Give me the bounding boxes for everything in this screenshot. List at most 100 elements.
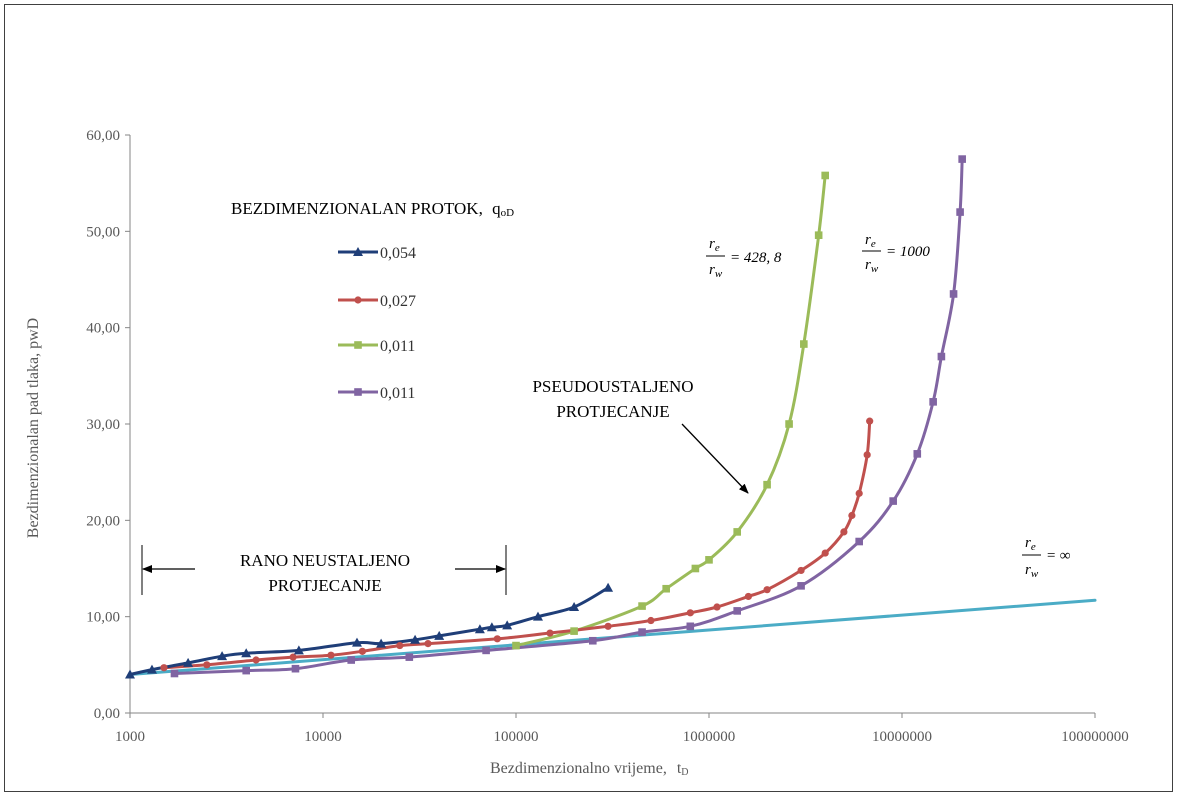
- data-point-series-2: [705, 556, 713, 564]
- data-point-series-3: [956, 208, 964, 216]
- svg-text:= 428, 8: = 428, 8: [730, 250, 782, 266]
- data-point-series-0: [146, 664, 157, 674]
- data-point-series-3: [242, 666, 250, 675]
- data-point-series-0: [241, 648, 252, 658]
- data-point-series-0: [486, 622, 497, 632]
- series-markers: [125, 155, 966, 679]
- data-point-series-0: [293, 645, 304, 655]
- data-point-series-3: [889, 497, 897, 505]
- data-point-series-1: [821, 549, 829, 557]
- svg-text:= ∞: = ∞: [1046, 548, 1071, 564]
- y-axis-label: Bezdimenzionalan pad tlaka, pwD: [25, 318, 42, 538]
- data-point-series-3: [733, 607, 742, 615]
- data-point-series-0: [410, 634, 421, 644]
- data-point-series-2: [763, 480, 771, 489]
- data-point-series-1: [840, 528, 848, 536]
- pseudo-label-line1: PSEUDOUSTALJENO: [532, 377, 693, 396]
- data-point-series-0: [217, 651, 228, 661]
- data-point-series-1: [160, 664, 168, 672]
- data-point-series-3: [638, 628, 646, 636]
- data-point-series-1: [424, 640, 432, 648]
- data-point-series-1: [252, 656, 260, 664]
- data-point-series-3: [686, 622, 695, 631]
- data-point-series-0: [183, 657, 194, 667]
- data-point-series-2: [691, 564, 700, 573]
- data-point-series-1: [604, 622, 612, 630]
- data-point-series-3: [949, 290, 958, 298]
- data-point-series-0: [376, 638, 387, 648]
- data-point-series-1: [855, 489, 863, 497]
- data-point-series-1: [686, 609, 694, 617]
- legend-swatch-marker: [353, 247, 363, 256]
- x-tick-label: 10000000: [872, 729, 932, 745]
- svg-text:= 1000: = 1000: [886, 244, 930, 260]
- svg-text:rw: rw: [709, 262, 723, 280]
- svg-text:re: re: [709, 236, 720, 254]
- data-point-series-1: [744, 592, 752, 601]
- y-tick-label: 0,00: [94, 706, 120, 722]
- data-point-series-1: [848, 511, 856, 520]
- legend: BEZDIMENZIONALAN PROTOK, qoD 0,0540,0270…: [231, 199, 514, 402]
- data-point-series-3: [589, 636, 597, 645]
- rano-label-line2: PROTJECANJE: [268, 576, 381, 595]
- data-point-series-3: [405, 653, 414, 661]
- data-point-series-1: [289, 653, 297, 661]
- data-point-series-2: [800, 340, 808, 348]
- ticks: 1000 10000 100000 1000000 10000000 100000000 0…: [86, 128, 1129, 745]
- data-point-series-1: [647, 616, 655, 625]
- data-point-series-1: [863, 451, 871, 459]
- data-point-series-1: [327, 651, 335, 659]
- data-point-series-3: [913, 450, 922, 458]
- data-point-series-2: [821, 171, 829, 180]
- data-point-series-0: [603, 582, 614, 592]
- svg-text:re: re: [1025, 535, 1036, 553]
- data-point-series-0: [532, 611, 543, 621]
- data-point-series-3: [929, 398, 937, 406]
- legend-swatch-marker: [354, 296, 362, 304]
- data-point-series-0: [474, 624, 485, 634]
- data-point-series-1: [493, 635, 501, 643]
- y-tick-label: 30,00: [86, 417, 120, 433]
- data-point-series-0: [434, 630, 445, 640]
- series-line-1: [162, 419, 872, 670]
- data-point-series-2: [733, 528, 742, 536]
- data-point-series-2: [814, 231, 823, 239]
- data-point-series-1: [866, 417, 874, 425]
- ratio-annotation-428: re rw = 428, 8: [706, 236, 782, 280]
- data-point-series-3: [797, 582, 805, 590]
- x-axis-label: Bezdimenzionalno vrijeme, tD: [490, 760, 689, 778]
- data-point-series-2: [662, 584, 670, 593]
- data-point-series-1: [396, 641, 404, 650]
- data-point-series-3: [958, 155, 966, 163]
- legend-items: 0,054 0,027 0,011 0,011: [338, 245, 416, 402]
- data-point-series-0: [351, 637, 362, 647]
- data-point-series-2: [638, 602, 646, 610]
- data-point-series-1: [763, 586, 771, 594]
- x-tick-label: 1000: [115, 729, 145, 745]
- y-tick-label: 40,00: [86, 321, 120, 337]
- data-point-series-3: [170, 669, 179, 678]
- y-tick-label: 50,00: [86, 224, 120, 240]
- data-point-series-1: [797, 566, 805, 575]
- legend-label: 0,027: [380, 293, 416, 310]
- pseudo-arrow: [681, 423, 749, 494]
- x-tick-label: 100000000: [1061, 729, 1129, 745]
- data-point-series-2: [512, 641, 520, 650]
- data-point-series-0: [125, 669, 135, 679]
- data-point-series-3: [937, 352, 946, 361]
- data-point-series-1: [203, 661, 211, 669]
- data-point-series-3: [291, 664, 300, 673]
- data-point-series-2: [785, 420, 793, 428]
- rano-label-line1: RANO NEUSTALJENO: [240, 551, 410, 570]
- x-tick-label: 100000: [494, 729, 539, 745]
- x-tick-label: 1000000: [683, 729, 736, 745]
- pseudo-label-line2: PROTJECANJE: [556, 402, 669, 421]
- svg-text:re: re: [865, 232, 876, 250]
- data-point-series-2: [570, 627, 578, 635]
- data-point-series-0: [569, 602, 580, 612]
- y-tick-label: 60,00: [86, 128, 120, 144]
- svg-text:rw: rw: [1025, 562, 1039, 580]
- data-point-series-0: [502, 620, 513, 630]
- data-point-series-1: [713, 603, 721, 611]
- data-point-series-3: [855, 537, 863, 546]
